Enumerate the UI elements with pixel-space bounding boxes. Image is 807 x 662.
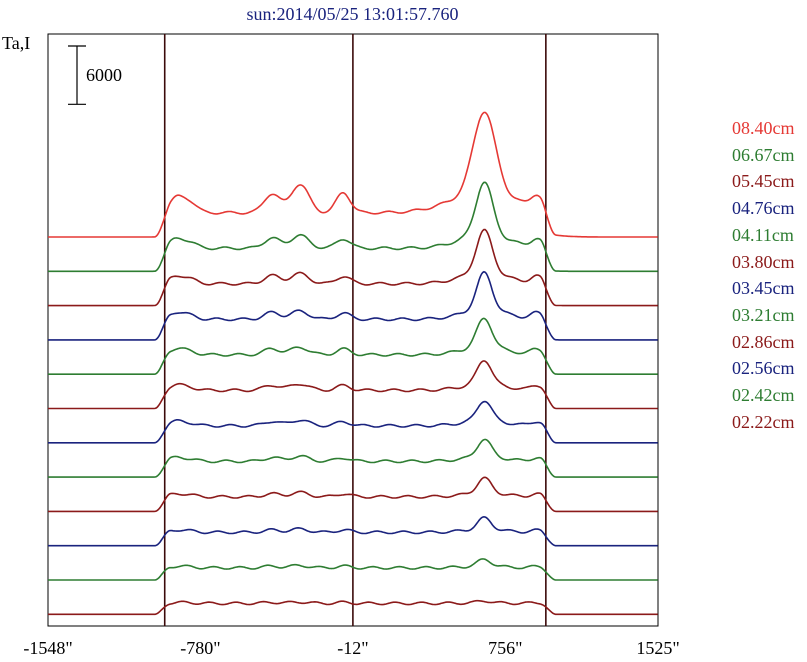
legend-item-04.11cm: 04.11cm <box>732 224 794 245</box>
series-line-02.56cm <box>48 515 658 547</box>
legend-item-05.45cm: 05.45cm <box>732 171 795 192</box>
x-tick-label-2: -780" <box>180 638 221 658</box>
legend-item-06.67cm: 06.67cm <box>732 144 795 165</box>
series-line-06.67cm <box>48 181 658 273</box>
series-line-04.76cm <box>48 270 658 341</box>
series-line-03.21cm <box>48 438 658 478</box>
x-tick-label-4: 756" <box>488 638 523 658</box>
x-tick-label-1: -1548" <box>23 638 73 658</box>
x-tick-label-3: -12" <box>337 638 369 658</box>
legend-item-03.45cm: 03.45cm <box>732 278 795 299</box>
chart-title: sun:2014/05/25 13:01:57.760 <box>246 4 459 24</box>
legend-item-02.86cm: 02.86cm <box>732 331 795 352</box>
series-line-02.22cm <box>48 599 658 616</box>
y-axis-label: Ta,I <box>2 33 31 53</box>
x-tick-label-5: 1525" <box>636 638 680 658</box>
legend-item-04.76cm: 04.76cm <box>732 198 795 219</box>
legend-item-08.40cm: 08.40cm <box>732 118 795 138</box>
legend-item-02.42cm: 02.42cm <box>732 385 795 405</box>
scale-bar-label: 6000 <box>86 65 122 85</box>
series-line-08.40cm <box>48 111 658 238</box>
series-line-02.86cm <box>48 476 658 513</box>
series-line-04.11cm <box>48 317 658 376</box>
legend-item-02.56cm: 02.56cm <box>732 358 795 379</box>
legend-item-02.22cm: 02.22cm <box>732 411 795 432</box>
legend-item-03.80cm: 03.80cm <box>732 251 795 272</box>
series-line-03.45cm <box>48 400 658 444</box>
legend-item-03.21cm: 03.21cm <box>732 304 795 325</box>
series-line-03.80cm <box>48 360 658 410</box>
series-line-05.45cm <box>48 228 658 307</box>
series-line-02.42cm <box>48 558 658 581</box>
